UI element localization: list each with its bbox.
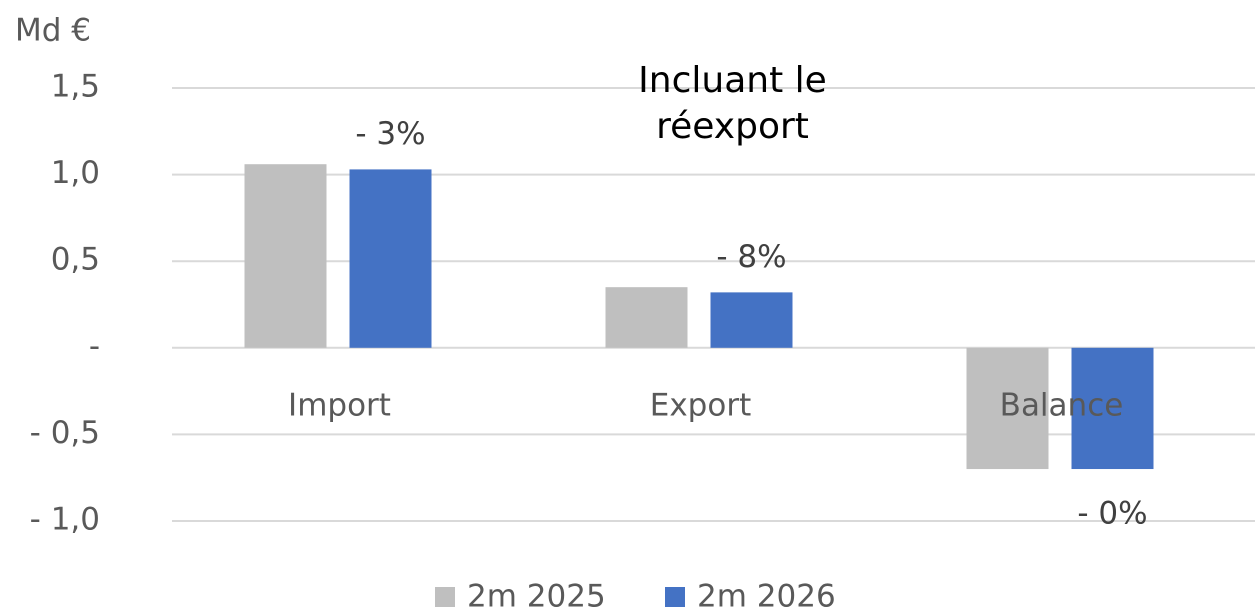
y-tick-label: - 0,5 xyxy=(30,415,100,451)
y-axis-label: Md € xyxy=(15,13,91,49)
annotation: - 3% xyxy=(355,116,425,152)
legend-label: 2m 2026 xyxy=(697,579,836,614)
x-tick-label: Balance xyxy=(1000,388,1124,424)
legend-swatch xyxy=(665,587,685,607)
y-tick-label: - xyxy=(89,328,100,364)
annotation: - 0% xyxy=(1077,496,1147,532)
x-tick-label: Import xyxy=(288,388,391,424)
x-tick-label: Export xyxy=(650,388,751,424)
bar xyxy=(349,169,432,348)
y-tick-label: - 1,0 xyxy=(30,502,100,538)
annotation: - 8% xyxy=(716,239,786,275)
y-tick-label: 1,5 xyxy=(51,69,100,105)
bar xyxy=(1071,347,1154,470)
legend-swatch xyxy=(435,587,455,607)
bar xyxy=(605,287,688,348)
chart-title: Incluant le réexport xyxy=(638,60,827,147)
bar xyxy=(244,164,327,348)
y-tick-label: 1,0 xyxy=(51,155,100,191)
legend-label: 2m 2025 xyxy=(467,579,606,614)
bar xyxy=(966,347,1049,470)
y-tick-label: 0,5 xyxy=(51,242,100,278)
bar xyxy=(710,292,793,348)
